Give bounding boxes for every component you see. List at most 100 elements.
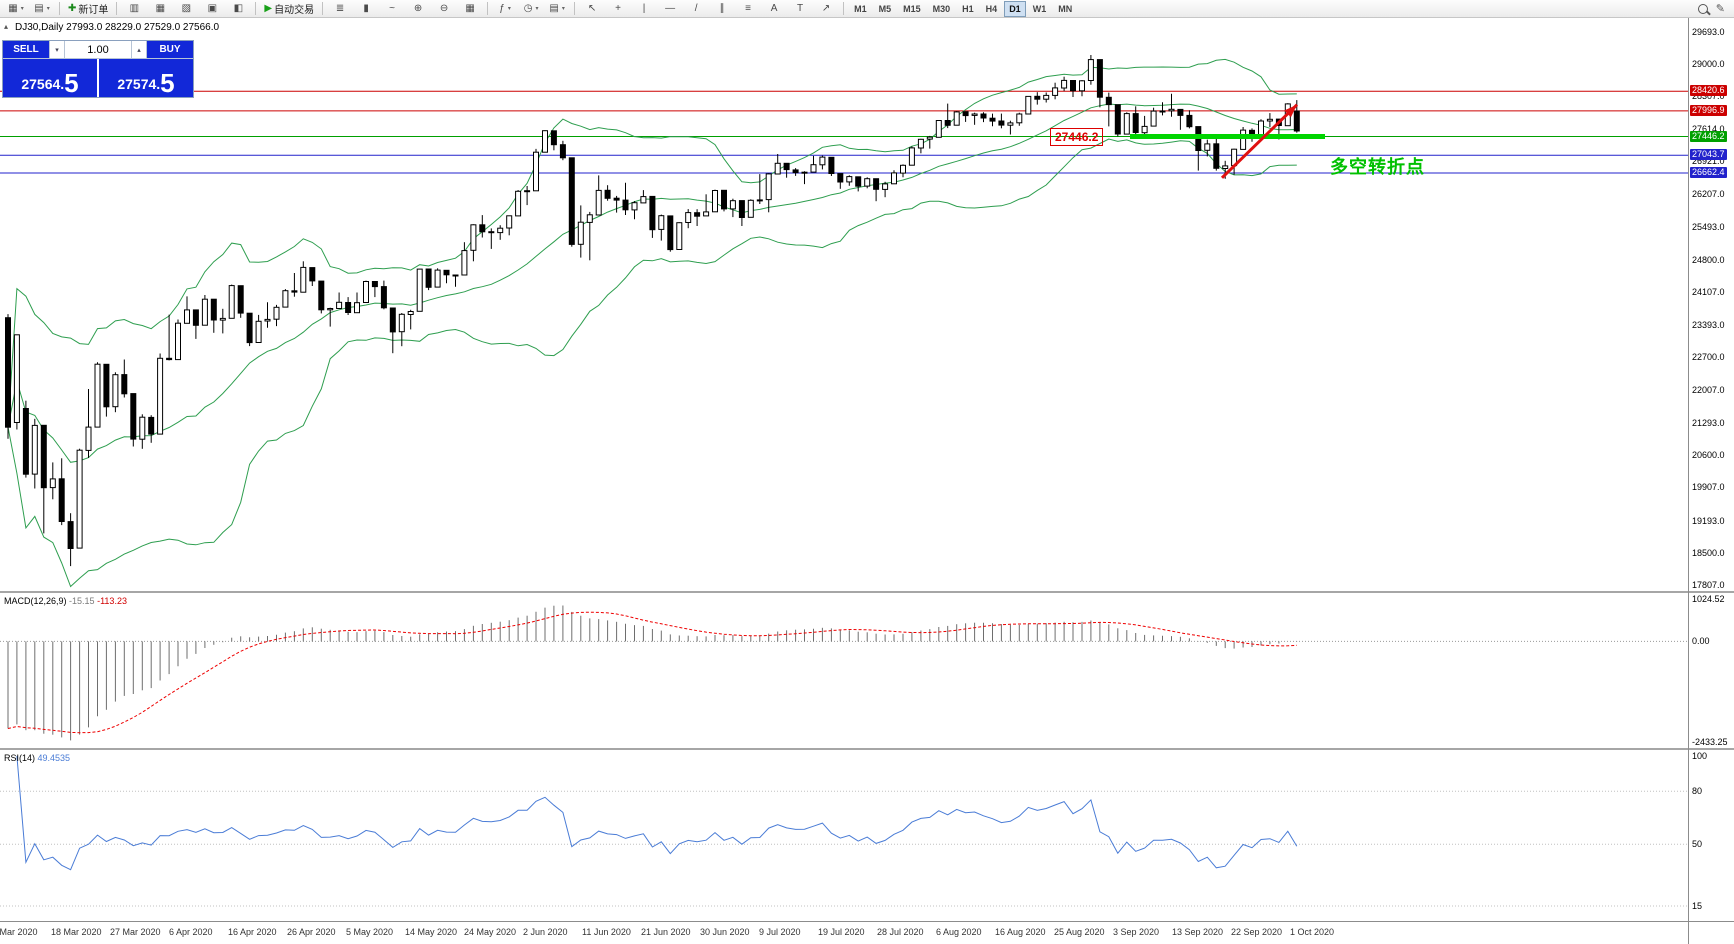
candle [94,363,101,428]
zoom-in-button[interactable]: ⊕ [406,0,430,17]
candle [22,408,29,475]
candle [685,212,692,224]
macd-axis-label: 1024.52 [1692,594,1725,604]
candle [76,449,83,549]
price-tag[interactable]: 27446.2 [1690,130,1727,142]
timeframe-m1-button[interactable]: M1 [854,3,867,14]
candle [1079,80,1085,92]
candle [524,190,531,193]
profiles-button[interactable]: ▤ ▾ [30,0,54,17]
channel-button[interactable]: ∥ [710,0,734,17]
candle [577,221,584,245]
new-chart-button[interactable]: ▦ ▾ [4,0,28,17]
navigator-button[interactable]: ▧ [174,0,198,17]
timeframe-w1-button[interactable]: W1 [1032,3,1047,14]
candle [452,274,459,277]
line-chart-button[interactable]: ~ [380,0,404,17]
crosshair-button[interactable]: + [606,0,630,17]
fibonacci-button[interactable]: ≡ [736,0,760,17]
price-tag[interactable]: 28420.6 [1690,85,1727,97]
one-click-collapse-arrow[interactable]: ▴ [4,22,9,31]
data-window-button[interactable]: ▦ [148,0,172,17]
trendline-button[interactable]: / [684,0,708,17]
indicators-button[interactable]: ƒ ▾ [493,0,517,17]
macd-pane[interactable] [0,593,1688,748]
trend-arrow-line[interactable] [1220,103,1299,179]
timeframe-m15-button[interactable]: M15 [903,3,921,14]
candle [640,196,647,204]
rsi-pane[interactable] [0,750,1688,921]
time-axis[interactable]: 9 Mar 2020 18 Mar 2020 27 Mar 2020 6 Apr 20… [0,922,1688,944]
arrows-button[interactable]: ↗ [814,0,838,17]
main-chart-pane[interactable] [0,18,1688,591]
text-button[interactable]: A [762,0,786,17]
candle [604,189,611,199]
indicators-icon: ƒ [499,2,505,14]
new-order-button[interactable]: ✚ 新订单 [65,0,111,17]
label-button[interactable]: T [788,0,812,17]
candle [1123,113,1130,135]
candle [1222,165,1229,169]
price-tag[interactable]: 26662.4 [1690,166,1727,178]
pane-separator[interactable] [0,591,1734,593]
vertical-line-button[interactable]: | [632,0,656,17]
price-axis-label: 25493.0 [1692,222,1725,233]
price-tag[interactable]: 27043.7 [1690,149,1727,161]
buy-button[interactable]: BUY [147,41,193,58]
candle [407,311,414,315]
timeframe-buttons: M1 M5 M15 M30 H1 H4 D1 W1 MN [839,0,1078,17]
candle [282,290,289,308]
price-axis-label: 22007.0 [1692,384,1725,395]
buy-price[interactable]: 27574. 5 [99,59,193,97]
candle [336,301,343,309]
volume-decrease-button[interactable]: ▾ [49,41,65,58]
candle [103,363,110,408]
sell-button[interactable]: SELL [3,41,49,58]
volume-increase-button[interactable]: ▴ [131,41,147,58]
candle [962,111,969,117]
candle [873,178,880,190]
bar-chart-button[interactable]: ≣ [328,0,352,17]
price-axis[interactable]: 29693.0 29000.0 28307.0 27614.0 26921.0 26207… [1689,0,1734,944]
candlestick-chart-button[interactable]: ▮ [354,0,378,17]
cursor-button[interactable]: ↖ [580,0,604,17]
search-icon[interactable] [1697,3,1708,14]
timeframe-h4-button[interactable]: H4 [985,3,998,14]
autotrading-button[interactable]: ▶ 自动交易 [261,0,317,17]
market-watch-button[interactable]: ▥ [122,0,146,17]
support-price-annotation[interactable]: 27446.2 [1050,127,1104,146]
timeframe-d1-button[interactable]: D1 [1004,0,1026,17]
timeframe-m30-button[interactable]: M30 [932,3,951,14]
timeframe-m5-button[interactable]: M5 [878,3,892,14]
candle [846,176,853,183]
horizontal-line-button[interactable]: — [658,0,682,17]
turning-point-text-annotation[interactable]: 多空转折点 [1330,156,1425,177]
periods-button[interactable]: ◷ ▾ [519,0,543,17]
candle [479,224,486,233]
bollinger-band-line [7,103,1297,463]
tile-windows-button[interactable]: ▦ [458,0,482,17]
candle [85,426,92,451]
terminal-button[interactable]: ▣ [200,0,224,17]
date-label: 6 Aug 2020 [936,927,982,937]
candle [1114,104,1121,135]
pane-separator[interactable] [0,748,1734,750]
zoom-in-icon: ⊕ [413,2,423,14]
candle [1132,113,1139,133]
candle [926,136,933,140]
candle [416,268,423,312]
candle [67,521,74,550]
volume-input[interactable]: 1.00 [65,41,131,58]
edit-icon[interactable]: ✎ [1715,3,1725,15]
candle [1061,79,1068,89]
candle [783,162,790,171]
timeframe-mn-button[interactable]: MN [1058,3,1073,14]
strategy-tester-button[interactable]: ◧ [226,0,250,17]
sell-price[interactable]: 27564. 5 [3,59,97,97]
price-axis-label: 26207.0 [1692,189,1725,200]
zoom-out-button[interactable]: ⊖ [432,0,456,17]
templates-button[interactable]: ▤ ▾ [545,0,569,17]
timeframe-h1-button[interactable]: H1 [962,3,974,14]
price-tag[interactable]: 27996.9 [1690,104,1727,116]
new-order-icon: ✚ [68,2,77,14]
